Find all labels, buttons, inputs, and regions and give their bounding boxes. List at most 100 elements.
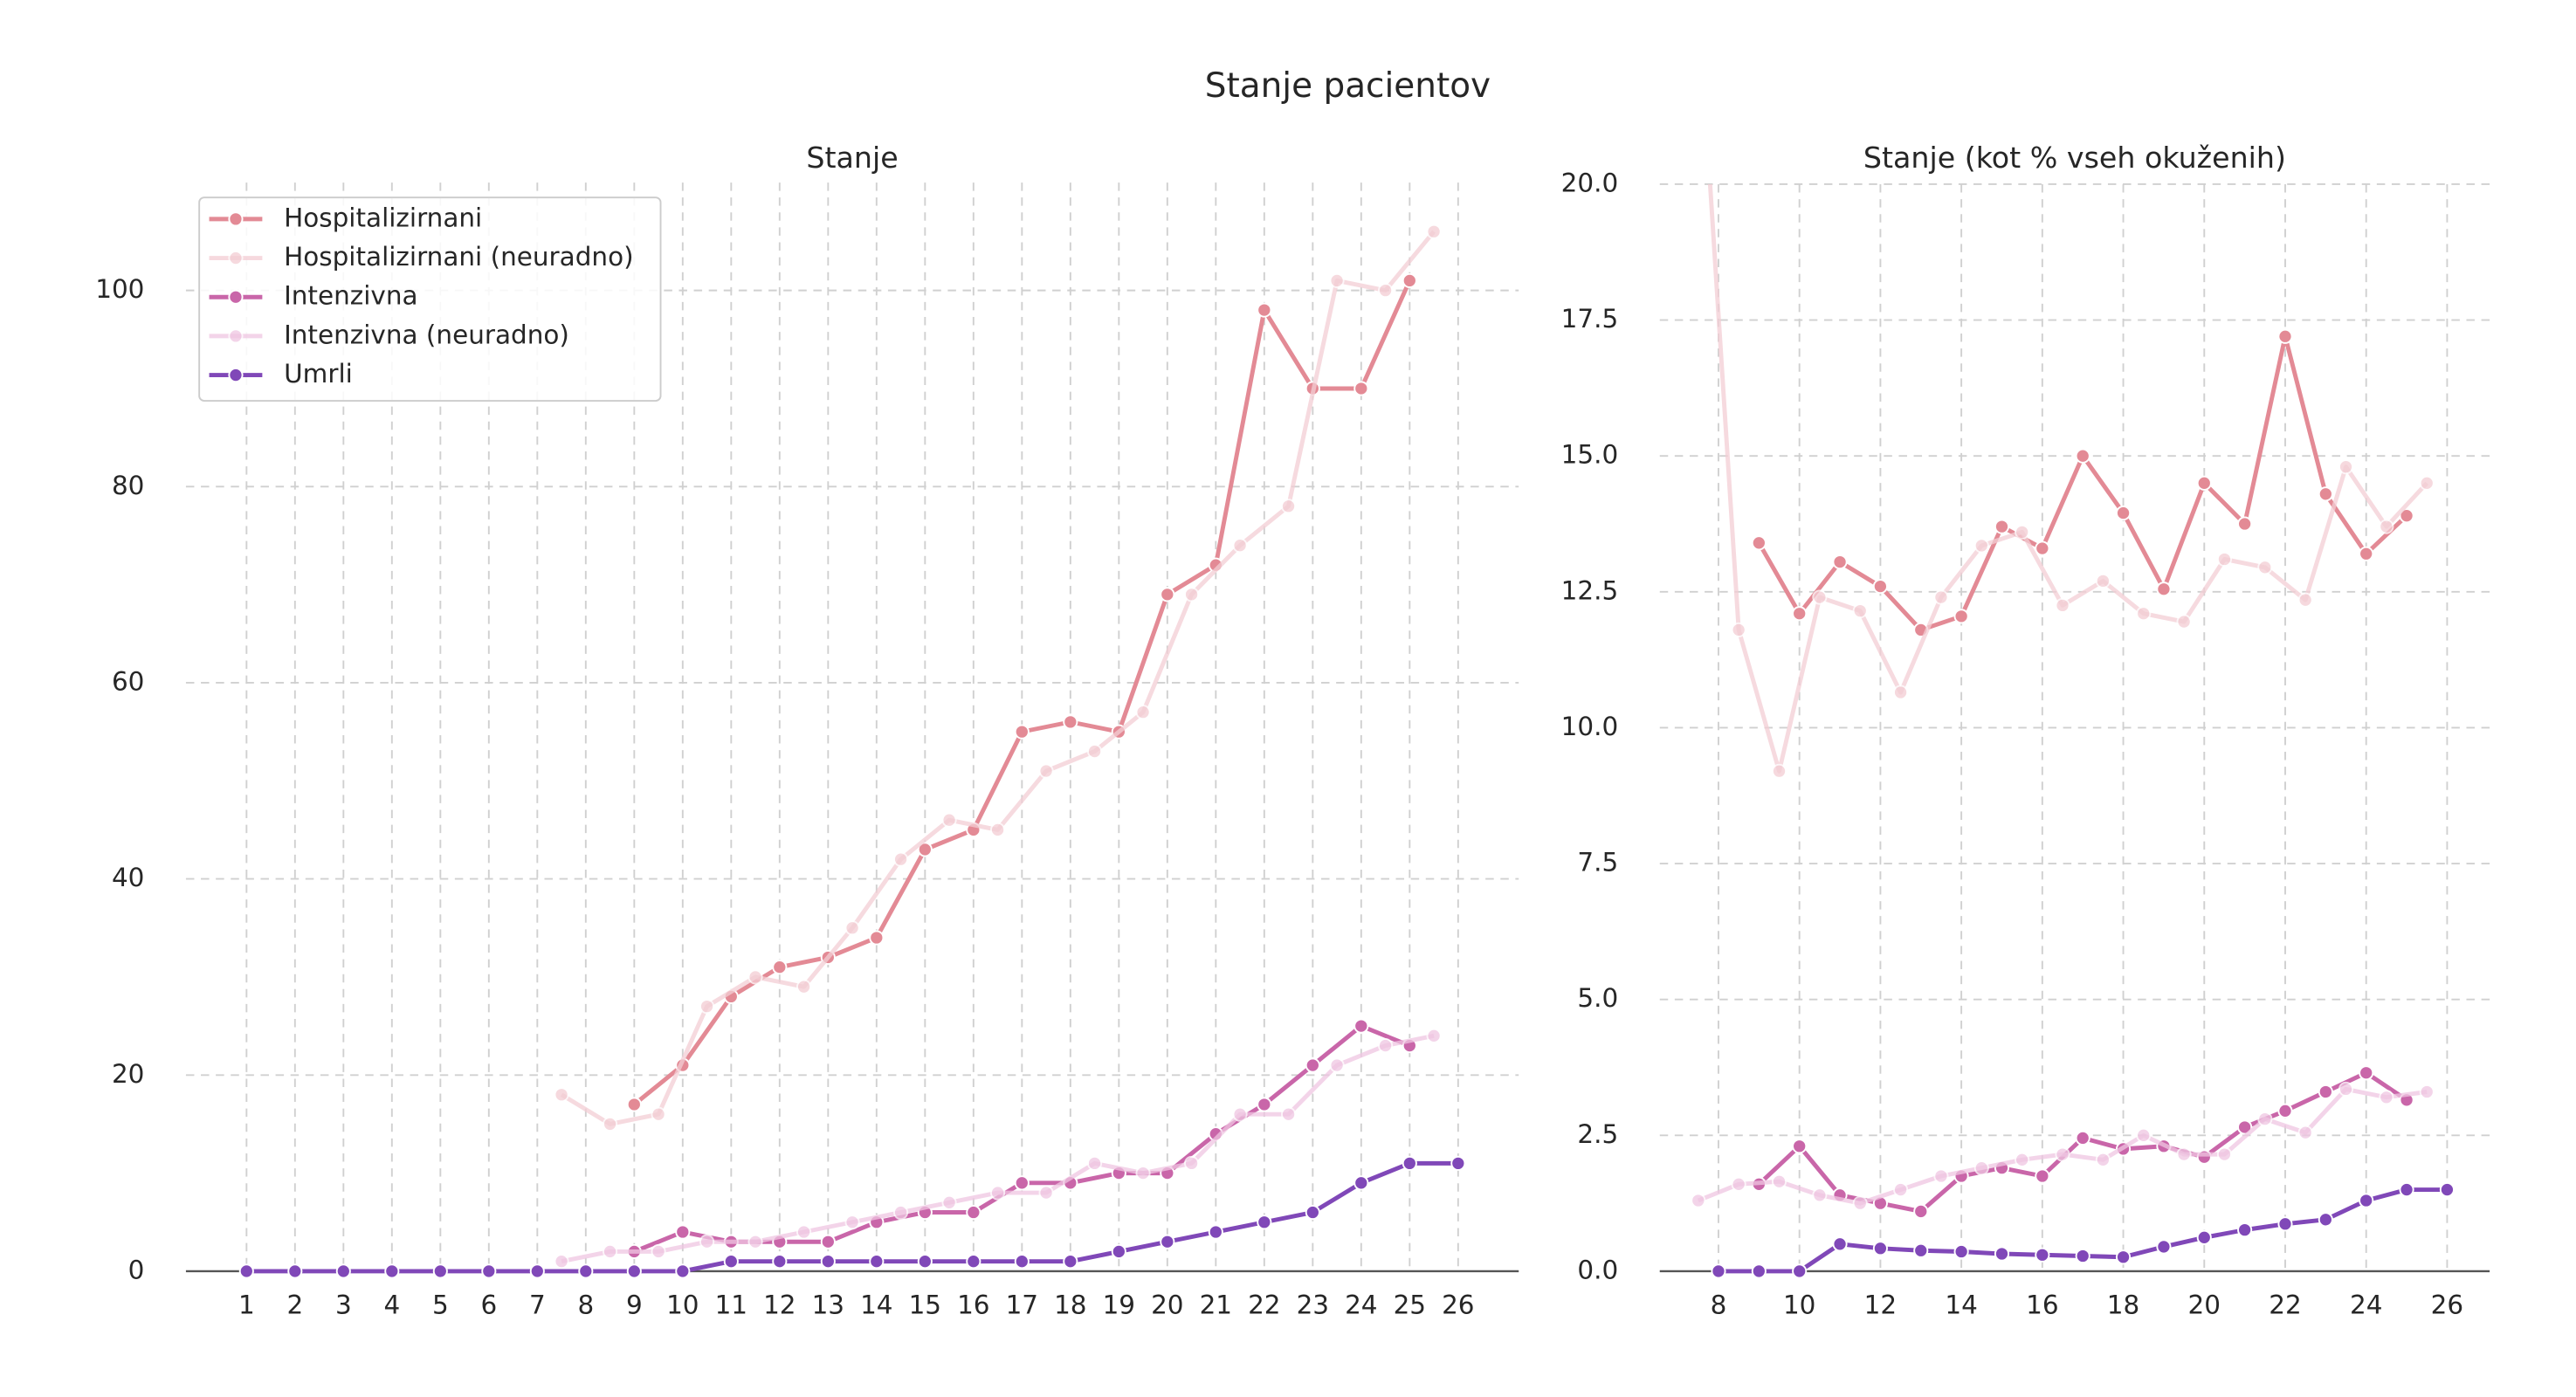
series-point <box>1973 1160 1989 1176</box>
series-point <box>529 1263 545 1279</box>
series-point <box>2216 551 2233 568</box>
y-tick-label: 40 <box>112 863 144 892</box>
x-tick-label: 16 <box>957 1290 989 1319</box>
series-point <box>1792 1263 1808 1279</box>
series-point <box>1184 1155 1200 1171</box>
series-point <box>2237 1119 2253 1135</box>
series-point <box>2297 592 2313 608</box>
y-tick-label: 60 <box>112 666 144 696</box>
series-point <box>1994 519 2010 534</box>
series-point <box>2075 448 2090 464</box>
y-tick-label: 0 <box>128 1255 145 1284</box>
series-point <box>481 1263 497 1279</box>
x-tick-label: 20 <box>1151 1290 1183 1319</box>
series-point <box>917 1254 933 1270</box>
series-point <box>1160 587 1175 602</box>
series-point <box>1281 499 1297 514</box>
x-tick-label: 12 <box>763 1290 796 1319</box>
series-point <box>893 1204 909 1221</box>
series-point <box>844 1215 860 1230</box>
series-point <box>1014 724 1030 740</box>
series-point <box>603 1116 618 1132</box>
x-tick-label: 7 <box>529 1290 546 1319</box>
series-point <box>2136 1127 2152 1143</box>
series-point <box>651 1106 666 1122</box>
series-point <box>869 1254 885 1270</box>
series-point <box>2176 1146 2192 1162</box>
y-tick-label: 17.5 <box>1561 304 1619 334</box>
series-point <box>1731 1176 1746 1192</box>
series-point <box>2379 519 2394 534</box>
x-tick-label: 26 <box>1442 1290 1474 1319</box>
series-point <box>2095 573 2111 588</box>
series-point <box>1852 603 1868 619</box>
x-tick-label: 13 <box>812 1290 844 1319</box>
series-point <box>1691 0 1705 6</box>
x-tick-label: 21 <box>1200 1290 1232 1319</box>
series-line <box>1707 183 2429 774</box>
plot-area <box>238 224 1466 1279</box>
series-point <box>2176 614 2192 630</box>
series-point <box>1832 1236 1848 1252</box>
series-point <box>1087 744 1103 760</box>
series-point <box>2035 1247 2050 1263</box>
subplot: Stanje (kot % vseh okuženih) 8 10 12 14 16 18 2… <box>1561 0 2490 1319</box>
series-point <box>554 1087 569 1103</box>
series-point <box>2257 560 2273 575</box>
series-point <box>1751 1263 1767 1279</box>
series-point <box>1953 1243 1969 1260</box>
series-point <box>2035 540 2050 556</box>
series-point <box>2156 1239 2172 1255</box>
x-tick-label: 24 <box>2350 1290 2382 1319</box>
x-tick-label: 11 <box>715 1290 747 1319</box>
series-point <box>2075 1248 2090 1264</box>
legend-box <box>198 196 662 402</box>
legend-label: Hospitalizirnani <box>284 203 482 232</box>
series-point <box>1160 1234 1175 1249</box>
series-point <box>2196 475 2212 491</box>
series-point <box>1135 705 1151 720</box>
x-tick-label: 22 <box>1248 1290 1280 1319</box>
series-point <box>1812 589 1828 605</box>
x-tick-label: 2 <box>286 1290 303 1319</box>
series-point <box>990 1185 1006 1201</box>
series-point <box>2237 516 2253 532</box>
series-point <box>1208 1224 1223 1240</box>
series-point <box>287 1263 303 1279</box>
series-point <box>1893 685 1909 700</box>
series-point <box>578 1263 594 1279</box>
series-point <box>2399 508 2414 524</box>
y-tick-label: 80 <box>112 471 144 500</box>
series-point <box>893 851 909 867</box>
series-point <box>651 1243 666 1260</box>
y-tick-label: 20.0 <box>1561 168 1619 197</box>
series-point <box>1257 302 1272 318</box>
series-point <box>723 1254 739 1270</box>
series-point <box>1852 1195 1868 1211</box>
series-point <box>1913 1203 1929 1220</box>
x-tick-label: 25 <box>1394 1290 1426 1319</box>
series-point <box>2116 1249 2132 1265</box>
series-point <box>1792 606 1808 622</box>
series-point <box>2277 328 2293 344</box>
x-tick-label: 18 <box>1054 1290 1086 1319</box>
series-point <box>1402 272 1417 288</box>
legend-label: Hospitalizirnani (neuradno) <box>284 242 634 272</box>
series-point <box>1953 609 1969 624</box>
y-tick-label: 10.0 <box>1561 712 1619 741</box>
series-point <box>869 930 885 946</box>
series-point <box>2399 1182 2414 1198</box>
legend-label: Umrli <box>284 359 353 389</box>
series-point <box>2095 1152 2111 1167</box>
series-point <box>2257 1111 2273 1127</box>
series-point <box>820 1254 836 1270</box>
y-tick-label: 12.5 <box>1561 575 1619 605</box>
x-tick-label: 14 <box>860 1290 892 1319</box>
series-point <box>1353 381 1369 396</box>
series-point <box>335 1263 351 1279</box>
series-point <box>1711 1263 1726 1279</box>
series-point <box>772 1254 788 1270</box>
x-tick-label: 15 <box>909 1290 941 1319</box>
